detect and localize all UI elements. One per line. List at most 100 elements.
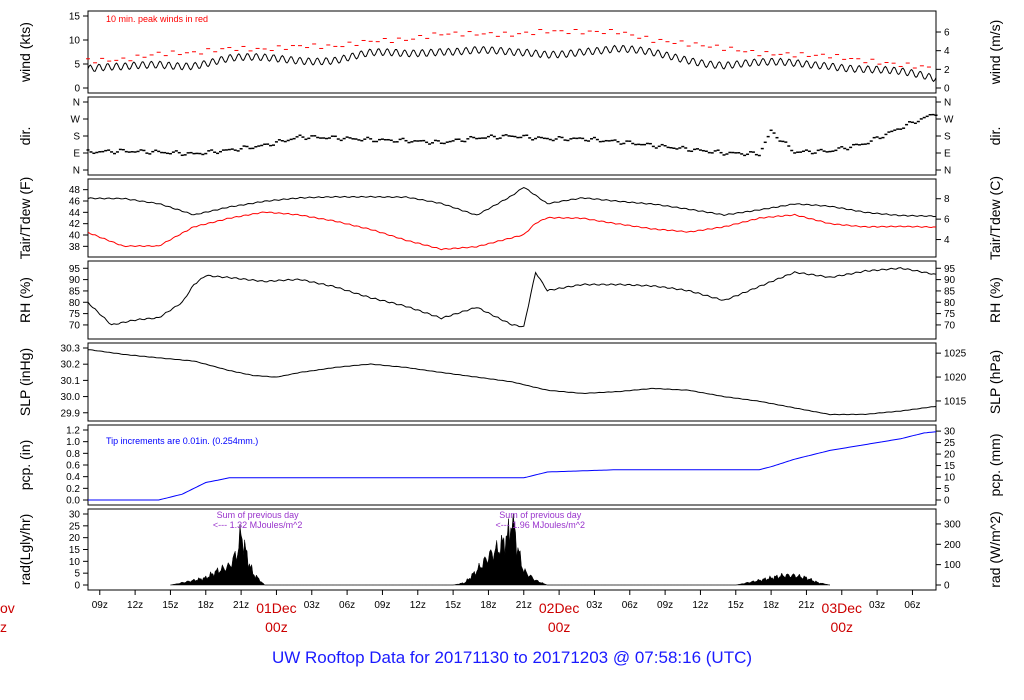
panel-pcp: pcp. (in) pcp. (mm) 0.00.20.40.60.81.01.2 0… [17, 424, 1003, 507]
y-tick-label-right: 6 [944, 28, 950, 39]
y-tick-label-left: 15 [69, 12, 81, 23]
y-tick-label-left: 90 [69, 275, 81, 286]
y-axis-label-left: RH (%) [17, 277, 33, 323]
series-line-rh [87, 267, 937, 328]
radiation-sum-value: <--- 1.32 MJoules/m^2 [213, 520, 303, 530]
y-axis-label-right: SLP (hPa) [987, 350, 1003, 414]
y-tick-label-left: 0.0 [66, 496, 80, 507]
y-tick-label-left: N [73, 98, 80, 109]
y-tick-label-right: W [944, 115, 954, 126]
y-tick-label-right: 100 [944, 560, 961, 571]
y-tick-label-left: 20 [69, 533, 81, 544]
y-axis-label-right: pcp. (mm) [987, 434, 1003, 497]
y-tick-label-left: 29.9 [61, 408, 81, 419]
panel-annotation: Tip increments are 0.01in. (0.254mm.) [106, 436, 258, 446]
x-tick-label: 06z [622, 600, 638, 611]
y-tick-label-right: 5 [944, 484, 950, 495]
footer-end-date: 20171203 [532, 648, 609, 667]
panel-rad: rad(Lgly/hr) rad (W/m^2)05101520253001002… [17, 508, 1003, 592]
y-tick-label-right: 1020 [944, 373, 967, 384]
x-day-label-cut-date: ov [0, 600, 15, 616]
y-tick-label-left: N [73, 166, 80, 177]
y-tick-label-right: 300 [944, 519, 961, 530]
panel-frame [87, 178, 937, 258]
y-tick-label-right: 200 [944, 540, 961, 551]
x-tick-label: 21z [233, 600, 249, 611]
x-tick-label: 09z [657, 600, 673, 611]
y-tick-label-left: W [71, 115, 81, 126]
y-tick-label-right: 4 [944, 235, 950, 246]
y-tick-label-left: 30.3 [61, 344, 81, 355]
y-tick-label-left: 30.1 [61, 376, 81, 387]
footer-start-date: 20171130 [434, 648, 509, 667]
y-axis-label-left: wind (kts) [17, 22, 33, 83]
y-tick-label-right: 70 [944, 320, 956, 331]
y-tick-label-right: 90 [944, 275, 956, 286]
footer-to: to [513, 648, 528, 667]
y-tick-label-left: 85 [69, 286, 81, 297]
x-day-label-date: 03Dec [822, 600, 862, 616]
y-tick-label-right: 10 [944, 473, 956, 484]
y-tick-label-left: 30.2 [61, 360, 81, 371]
y-tick-label-right: N [944, 166, 951, 177]
y-tick-label-left: 44 [69, 208, 81, 219]
radiation-sum-value: <--- 1.96 MJoules/m^2 [496, 520, 586, 530]
y-tick-label-right: 85 [944, 286, 956, 297]
y-tick-label-right: 75 [944, 309, 956, 320]
y-tick-label-left: 1.0 [66, 437, 80, 448]
panel-frame [87, 342, 937, 422]
y-tick-label-left: 10 [69, 557, 81, 568]
y-axis-label-left: pcp. (in) [17, 440, 33, 491]
y-tick-label-left: 0 [74, 581, 80, 592]
y-tick-label-left: 70 [69, 320, 81, 331]
footer-title: UW Rooftop Data for 20171130 to 20171203… [0, 648, 1024, 668]
x-tick-label: 06z [339, 600, 355, 611]
y-axis-label-left: rad(Lgly/hr) [17, 514, 33, 586]
y-tick-label-left: S [73, 132, 80, 143]
y-tick-label-left: 0.6 [66, 461, 80, 472]
x-tick-label: 21z [516, 600, 532, 611]
x-day-label-time: 00z [830, 619, 853, 635]
y-tick-label-left: 10 [69, 36, 81, 47]
y-tick-label-left: 42 [69, 219, 81, 230]
y-tick-label-left: 80 [69, 298, 81, 309]
x-tick-label: 09z [92, 600, 108, 611]
radiation-sum-label: Sum of previous day [217, 510, 300, 520]
x-tick-label: 18z [198, 600, 214, 611]
x-tick-label: 06z [904, 600, 920, 611]
y-tick-label-right: E [944, 149, 951, 160]
panel-slp: SLP (inHg) SLP (hPa) 29.9 30.0 30.1 30.2 30.3 1… [17, 342, 1003, 422]
x-tick-label: 09z [374, 600, 390, 611]
panel-wind: wind (kts) wind (m/s) 0 5 10 15 0 2 4 6 10 min. pe… [17, 10, 1003, 95]
series-line-slp [87, 349, 937, 416]
x-day-label-date: 01Dec [256, 600, 296, 616]
y-tick-label-right: 4 [944, 46, 950, 57]
y-tick-label-left: 0.8 [66, 449, 80, 460]
x-day-label-cut-time: z [0, 619, 7, 635]
series-line-cumulative-precipitation [88, 431, 937, 501]
x-tick-label: 03z [869, 600, 885, 611]
x-tick-label: 15z [162, 600, 178, 611]
y-tick-label-left: 38 [69, 242, 81, 253]
y-axis-label-right: wind (m/s) [987, 20, 1003, 86]
panel-annotation: 10 min. peak winds in red [106, 14, 208, 24]
x-tick-label: 03z [304, 600, 320, 611]
x-day-label-time: 00z [548, 619, 571, 635]
y-tick-label-right: 0 [944, 581, 950, 592]
x-tick-label: 15z [445, 600, 461, 611]
y-tick-label-right: 1025 [944, 349, 967, 360]
x-tick-label: 18z [763, 600, 779, 611]
series-line-tair [87, 187, 937, 218]
y-tick-label-left: 5 [74, 60, 80, 71]
x-tick-label: 12z [127, 600, 143, 611]
series-line-wind-speed [87, 44, 937, 83]
y-tick-label-right: 6 [944, 215, 950, 226]
time-axis: 09z 12z 15z 18z 21z 03z 06z 09z 12z 15z 18z 21z 03z 0… [0, 590, 921, 635]
y-tick-label-right: 25 [944, 438, 956, 449]
y-tick-label-left: 30 [69, 510, 81, 521]
y-axis-label-right: Tair/Tdew (C) [987, 176, 1003, 260]
y-tick-label-left: 1.2 [66, 426, 80, 437]
